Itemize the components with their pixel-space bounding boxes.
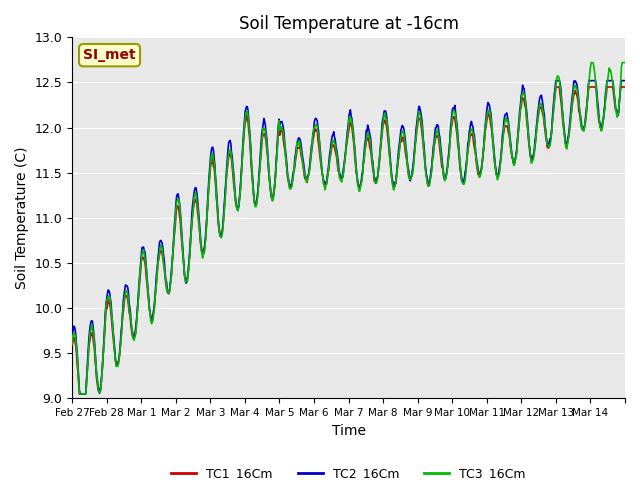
Legend: TC1_16Cm, TC2_16Cm, TC3_16Cm: TC1_16Cm, TC2_16Cm, TC3_16Cm [166, 462, 531, 480]
Title: Soil Temperature at -16cm: Soil Temperature at -16cm [239, 15, 459, 33]
Text: SI_met: SI_met [83, 48, 136, 62]
Y-axis label: Soil Temperature (C): Soil Temperature (C) [15, 146, 29, 289]
X-axis label: Time: Time [332, 424, 365, 438]
